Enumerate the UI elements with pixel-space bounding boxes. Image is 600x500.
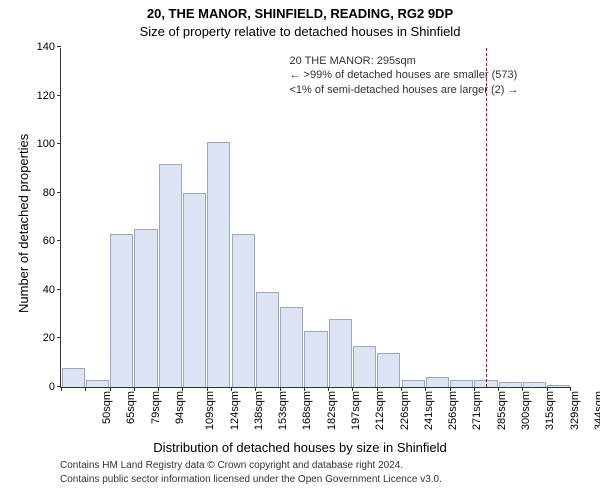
chart-container: 20, THE MANOR, SHINFIELD, READING, RG2 9… bbox=[0, 0, 600, 500]
x-tick-mark bbox=[570, 387, 571, 391]
bar bbox=[450, 380, 473, 387]
x-tick-label: 315sqm bbox=[544, 391, 556, 430]
x-tick-mark bbox=[134, 387, 135, 391]
x-tick-label: 300sqm bbox=[520, 391, 532, 430]
bar bbox=[159, 164, 182, 387]
plot-area: 02040608010012014050sqm65sqm79sqm94sqm10… bbox=[60, 48, 570, 388]
x-tick-mark bbox=[328, 387, 329, 391]
x-tick-label: 212sqm bbox=[374, 391, 386, 430]
marker-line bbox=[486, 48, 487, 387]
annotation-box: 20 THE MANOR: 295sqm ← >99% of detached … bbox=[290, 54, 519, 97]
x-tick-label: 50sqm bbox=[101, 391, 113, 424]
y-tick-mark bbox=[57, 337, 61, 338]
x-tick-mark bbox=[110, 387, 111, 391]
bar bbox=[207, 142, 230, 387]
x-tick-mark bbox=[377, 387, 378, 391]
x-tick-label: 79sqm bbox=[150, 391, 162, 424]
x-tick-label: 65sqm bbox=[125, 391, 137, 424]
x-tick-mark bbox=[450, 387, 451, 391]
bar bbox=[110, 234, 133, 387]
x-tick-mark bbox=[280, 387, 281, 391]
y-axis-label: Number of detached properties bbox=[16, 134, 31, 313]
annotation-line-1: 20 THE MANOR: 295sqm bbox=[290, 54, 519, 68]
y-tick-mark bbox=[57, 192, 61, 193]
bar bbox=[329, 319, 352, 387]
x-axis-label: Distribution of detached houses by size … bbox=[0, 440, 600, 455]
x-tick-mark bbox=[231, 387, 232, 391]
bar bbox=[183, 193, 206, 387]
x-tick-mark bbox=[352, 387, 353, 391]
bar bbox=[377, 353, 400, 387]
footer-line-2: Contains public sector information licen… bbox=[60, 474, 442, 485]
bar bbox=[62, 368, 85, 387]
x-tick-mark bbox=[425, 387, 426, 391]
y-tick-mark bbox=[57, 143, 61, 144]
x-tick-label: 241sqm bbox=[423, 391, 435, 430]
y-tick-label: 100 bbox=[37, 138, 61, 150]
x-tick-mark bbox=[207, 387, 208, 391]
x-tick-label: 256sqm bbox=[447, 391, 459, 430]
y-tick-label: 40 bbox=[43, 284, 61, 296]
x-tick-mark bbox=[498, 387, 499, 391]
x-tick-label: 329sqm bbox=[569, 391, 581, 430]
x-tick-label: 197sqm bbox=[350, 391, 362, 430]
x-tick-mark bbox=[547, 387, 548, 391]
y-tick-label: 0 bbox=[49, 381, 61, 393]
bar bbox=[523, 382, 546, 387]
bar bbox=[499, 382, 522, 387]
x-tick-mark bbox=[522, 387, 523, 391]
bar bbox=[402, 380, 425, 387]
y-tick-mark bbox=[57, 289, 61, 290]
y-tick-label: 80 bbox=[43, 187, 61, 199]
x-tick-mark bbox=[182, 387, 183, 391]
bar bbox=[547, 385, 570, 387]
y-tick-label: 20 bbox=[43, 332, 61, 344]
x-tick-label: 124sqm bbox=[229, 391, 241, 430]
bars-group bbox=[61, 48, 570, 387]
bar bbox=[232, 234, 255, 387]
bar bbox=[353, 346, 376, 387]
y-tick-mark bbox=[57, 240, 61, 241]
bar bbox=[304, 331, 327, 387]
x-tick-mark bbox=[401, 387, 402, 391]
x-tick-label: 271sqm bbox=[472, 391, 484, 430]
x-tick-label: 94sqm bbox=[174, 391, 186, 424]
x-tick-mark bbox=[255, 387, 256, 391]
x-tick-mark bbox=[304, 387, 305, 391]
bar bbox=[134, 229, 157, 387]
annotation-line-2: ← >99% of detached houses are smaller (5… bbox=[290, 68, 519, 82]
x-tick-mark bbox=[85, 387, 86, 391]
y-tick-label: 120 bbox=[37, 90, 61, 102]
bar bbox=[426, 377, 449, 387]
bar bbox=[256, 292, 279, 387]
chart-title-1: 20, THE MANOR, SHINFIELD, READING, RG2 9… bbox=[0, 6, 600, 21]
y-tick-mark bbox=[57, 95, 61, 96]
x-tick-mark bbox=[61, 387, 62, 391]
x-tick-label: 182sqm bbox=[326, 391, 338, 430]
x-tick-label: 109sqm bbox=[204, 391, 216, 430]
annotation-line-3: <1% of semi-detached houses are larger (… bbox=[290, 83, 519, 97]
y-tick-mark bbox=[57, 46, 61, 47]
bar bbox=[280, 307, 303, 387]
x-tick-label: 285sqm bbox=[496, 391, 508, 430]
x-tick-label: 168sqm bbox=[302, 391, 314, 430]
bar bbox=[86, 380, 109, 387]
x-tick-label: 153sqm bbox=[277, 391, 289, 430]
x-tick-mark bbox=[474, 387, 475, 391]
y-tick-label: 60 bbox=[43, 235, 61, 247]
chart-title-2: Size of property relative to detached ho… bbox=[0, 24, 600, 39]
x-tick-label: 138sqm bbox=[253, 391, 265, 430]
x-tick-label: 226sqm bbox=[399, 391, 411, 430]
y-tick-label: 140 bbox=[37, 41, 61, 53]
x-tick-label: 344sqm bbox=[593, 391, 600, 430]
footer-line-1: Contains HM Land Registry data © Crown c… bbox=[60, 460, 403, 471]
x-tick-mark bbox=[158, 387, 159, 391]
